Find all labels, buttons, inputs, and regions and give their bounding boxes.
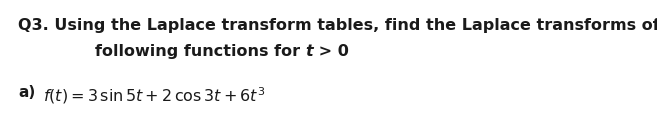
Text: following functions for: following functions for — [95, 44, 306, 59]
Text: > 0: > 0 — [313, 44, 350, 59]
Text: t: t — [306, 44, 313, 59]
Text: a): a) — [18, 85, 35, 100]
Text: $f(t) = 3\,\mathrm{sin}\,5t + 2\,\mathrm{cos}\,3t + 6t^{3}$: $f(t) = 3\,\mathrm{sin}\,5t + 2\,\mathrm… — [43, 85, 266, 106]
Text: Q3. Using the Laplace transform tables, find the Laplace transforms of the: Q3. Using the Laplace transform tables, … — [18, 18, 657, 33]
